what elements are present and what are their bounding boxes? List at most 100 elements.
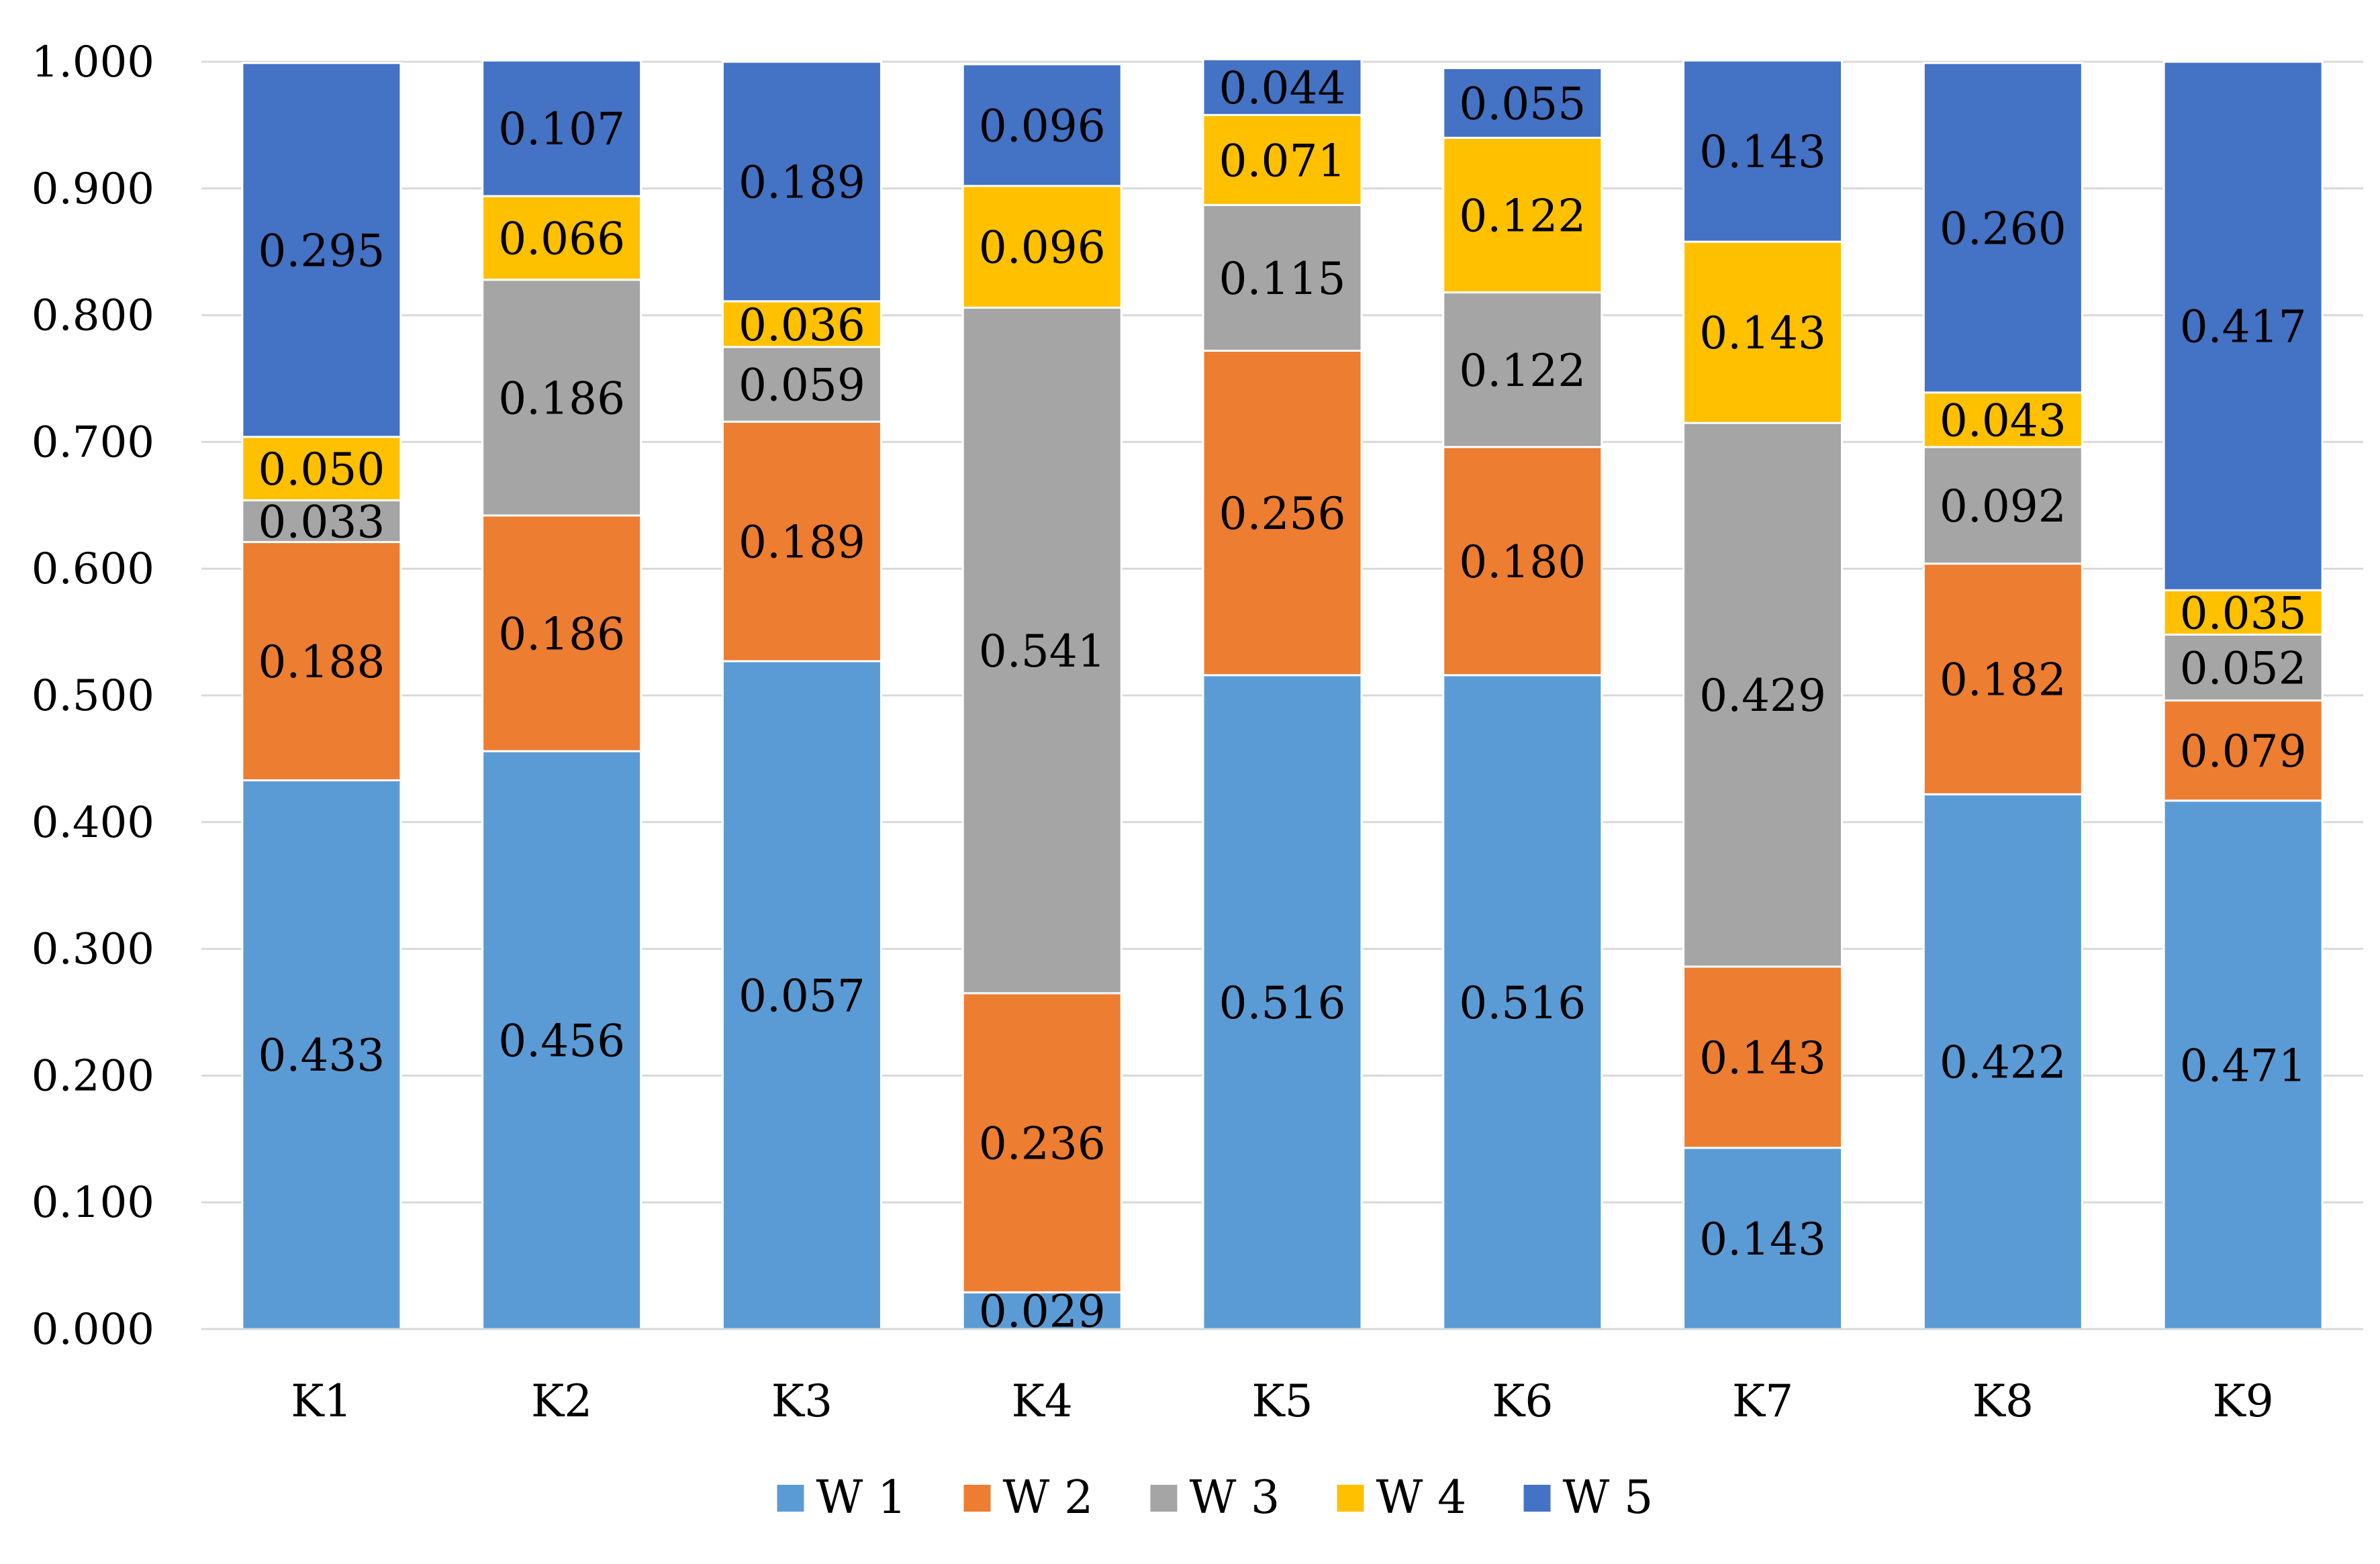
- data-label: 0.122: [1459, 345, 1586, 397]
- data-label: 0.188: [258, 636, 385, 688]
- bar-segment: [1682, 422, 1844, 968]
- data-label: 0.456: [498, 1016, 625, 1067]
- data-label: 0.471: [2180, 1040, 2307, 1091]
- bar-segment: [1682, 965, 1844, 1149]
- data-label: 0.429: [1699, 670, 1826, 722]
- x-tick-label: K9: [2212, 1375, 2273, 1427]
- bar-segment: [2162, 699, 2324, 802]
- bar-segment: [721, 346, 882, 423]
- bar-segment: [1442, 446, 1603, 677]
- bar-segment: [961, 992, 1123, 1293]
- bar-segment: [1202, 113, 1363, 206]
- bar-segment: [1442, 136, 1603, 294]
- bar-segment: [241, 62, 402, 438]
- data-label: 0.186: [498, 608, 625, 660]
- legend-label: W 2: [1003, 1471, 1094, 1524]
- bar-segment: [1202, 203, 1363, 352]
- y-tick-label: 0.000: [32, 1305, 154, 1355]
- data-label: 0.541: [979, 626, 1106, 677]
- x-tick-label: K3: [771, 1375, 832, 1427]
- bar-segment: [961, 185, 1123, 309]
- bar-segment: [961, 306, 1123, 995]
- x-axis: K1 K2 K3 K4 K5 K6 K7 K8 K9: [201, 1328, 2363, 1427]
- data-label: 0.143: [1699, 126, 1826, 178]
- data-label: 0.122: [1459, 190, 1586, 242]
- bar-segment: [241, 779, 402, 1330]
- legend-swatch: [1523, 1485, 1551, 1512]
- data-label: 0.143: [1699, 307, 1826, 359]
- bar-segment: [2162, 589, 2324, 636]
- x-tick-label: K5: [1251, 1375, 1313, 1427]
- legend-label: W 4: [1376, 1471, 1467, 1524]
- legend-swatch: [963, 1485, 991, 1512]
- bar-segment: [481, 59, 642, 197]
- bar-segment: [481, 195, 642, 281]
- y-axis: 0.000 0.100 0.200 0.300 0.400 0.500 0.600 0.700…: [32, 38, 154, 1355]
- y-tick-label: 0.500: [32, 671, 154, 721]
- bar-segment: [1922, 391, 2083, 448]
- data-label: 0.143: [1699, 1214, 1826, 1265]
- legend-swatch: [1150, 1485, 1178, 1512]
- y-tick-label: 0.800: [32, 291, 154, 341]
- data-label: 0.079: [2180, 726, 2307, 777]
- y-tick-label: 1.000: [32, 38, 154, 87]
- bar-segment: [2162, 799, 2324, 1330]
- data-label: 0.035: [2180, 587, 2307, 639]
- bar-segment: [721, 660, 882, 1330]
- bar-segment: [241, 541, 402, 781]
- data-label: 0.422: [1940, 1037, 2066, 1089]
- bar-segment: [481, 514, 642, 752]
- bar-segment: [1202, 58, 1363, 116]
- legend-label: W 5: [1563, 1471, 1654, 1524]
- bars: [241, 58, 2324, 1330]
- bar-segment: [481, 750, 642, 1330]
- data-label: 0.044: [1219, 62, 1346, 114]
- x-tick-label: K7: [1732, 1375, 1793, 1427]
- legend-label: W 1: [816, 1471, 907, 1524]
- data-label: 0.260: [1940, 203, 2066, 254]
- data-label: 0.059: [739, 359, 865, 411]
- bar-segment: [961, 63, 1123, 187]
- bar-segment: [1922, 793, 2083, 1330]
- data-label: 0.092: [1940, 481, 2066, 532]
- bar-segment: [2162, 60, 2324, 591]
- bar-segment: [1922, 446, 2083, 565]
- data-label: 0.256: [1219, 488, 1346, 540]
- data-label: 0.096: [979, 100, 1106, 152]
- bar-segment: [481, 279, 642, 517]
- bar-segment: [961, 1291, 1123, 1330]
- data-label: 0.182: [1940, 654, 2066, 705]
- x-tick-label: K8: [1972, 1375, 2034, 1427]
- bar-segment: [1922, 62, 2083, 394]
- bar-segment: [1442, 66, 1603, 139]
- data-label: 0.050: [258, 444, 385, 495]
- data-label: 0.115: [1219, 253, 1346, 305]
- bar-segment: [1442, 291, 1603, 448]
- data-label: 0.295: [258, 225, 385, 277]
- bar-segment: [1202, 674, 1363, 1330]
- data-label: 0.236: [979, 1118, 1106, 1169]
- legend: W 1 W 2 W 3 W 4 W 5: [777, 1471, 1654, 1524]
- data-label: 0.516: [1459, 977, 1586, 1029]
- bar-segment: [1682, 1146, 1844, 1330]
- data-label: 0.417: [2180, 301, 2307, 353]
- data-label: 0.071: [1219, 135, 1346, 187]
- bar-segment: [1682, 240, 1844, 424]
- data-label: 0.107: [498, 103, 625, 155]
- y-tick-label: 0.200: [32, 1051, 154, 1101]
- data-label: 0.516: [1219, 977, 1346, 1029]
- bar-segment: [1202, 349, 1363, 677]
- bar-segment: [241, 499, 402, 544]
- y-tick-label: 0.400: [32, 798, 154, 848]
- x-tick-label: K6: [1492, 1375, 1553, 1427]
- y-tick-label: 0.700: [32, 418, 154, 467]
- y-tick-label: 0.900: [32, 164, 154, 214]
- data-label: 0.057: [739, 971, 865, 1022]
- legend-label: W 3: [1190, 1471, 1280, 1524]
- x-tick-label: K2: [531, 1375, 592, 1427]
- data-label: 0.043: [1940, 395, 2066, 446]
- data-label: 0.186: [498, 373, 625, 424]
